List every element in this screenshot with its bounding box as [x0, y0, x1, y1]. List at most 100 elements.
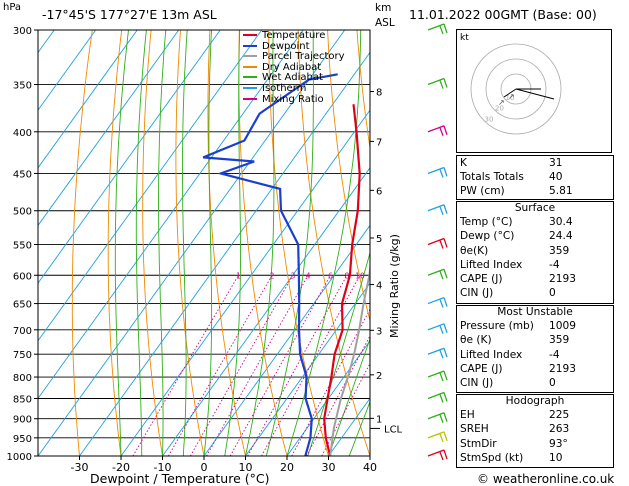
pressure-tick-label: 300: [13, 26, 32, 37]
hodograph-table-title: Hodograph: [505, 395, 565, 407]
wind-barb-shaft: [427, 449, 445, 457]
pressure-tick-label: 400: [13, 128, 32, 139]
isotherm: [38, 30, 346, 456]
temperature-tick-label: 30: [322, 461, 336, 474]
wind-barb-flag: [439, 206, 444, 215]
wet-adiabat: [114, 30, 129, 456]
row-label: θe (K): [460, 334, 492, 347]
wind-barb-flag: [439, 169, 444, 178]
mixing-ratio-line: [190, 275, 294, 456]
row-label: CAPE (J): [460, 272, 503, 285]
pressure-tick-label: 350: [13, 81, 32, 92]
most-unstable-table: Most Unstable Pressure (mb) 1009 θe (K) 359…: [456, 305, 614, 393]
wind-barb-shaft: [427, 370, 445, 378]
dry-adiabat: [622, 30, 629, 456]
mixing-ratio-line: [321, 362, 370, 456]
wind-barb-flag: [443, 370, 448, 381]
hodograph_table-row: SREH 263: [457, 423, 613, 437]
row-value: 1009: [549, 320, 576, 333]
row-label: EH: [460, 409, 475, 422]
legend-item: Dewpoint: [243, 41, 345, 53]
wind-barb-flag: [443, 297, 448, 307]
row-value: 0: [549, 287, 556, 300]
legend-item: Dry Adiabat: [243, 61, 345, 74]
hodograph_table-row: EH 225: [457, 409, 613, 423]
surface-row: CIN (J) 0: [457, 287, 613, 301]
legend-swatch: [243, 65, 257, 68]
wind-barb: [427, 347, 448, 359]
surface-title: Surface: [514, 202, 556, 214]
isotherm: [38, 30, 263, 342]
row-value: 10: [549, 451, 563, 464]
legend-label: Temperature: [262, 30, 326, 41]
most_unstable-row: Lifted Index -4: [457, 349, 613, 363]
isotherm: [79, 51, 370, 456]
index-row-k: K 31: [457, 157, 613, 171]
dry-adiabat: [142, 30, 163, 456]
wind-barb-shaft: [427, 77, 445, 86]
parcel-trajectory-line: [329, 261, 370, 456]
wind-barb-shaft: [427, 125, 445, 133]
wind-barb-flag: [439, 414, 444, 423]
surface-row: θe(K) 359: [457, 245, 613, 259]
hodograph-ring-label: 20: [495, 105, 504, 113]
wind-barb-flag: [439, 240, 444, 249]
wind-barb-shaft: [427, 296, 445, 305]
index-label: Totals Totals: [460, 171, 524, 184]
wind-barb-shaft: [427, 204, 445, 212]
row-label: CIN (J): [460, 287, 494, 300]
row-value: 93°: [549, 437, 568, 450]
legend-swatch: [243, 76, 257, 79]
wind-barb: [427, 23, 448, 35]
pressure-tick-label: 500: [13, 207, 32, 218]
legend-swatch: [243, 55, 257, 58]
row-value: 263: [549, 423, 570, 436]
dry-adiabat: [327, 30, 370, 323]
pressure-tick-label: 550: [13, 240, 32, 251]
wet-adiabat: [158, 30, 167, 456]
wind-barb-flag: [443, 167, 448, 177]
legend-label: Dry Adiabat: [262, 61, 322, 73]
hodograph_table-row: StmSpd (kt) 10: [457, 452, 613, 466]
wind-barb-flag: [443, 348, 448, 358]
wind-barb-shaft: [427, 347, 445, 355]
wind-barb: [427, 449, 448, 461]
wet-adiabat: [203, 30, 213, 456]
pressure-tick-label: 850: [13, 394, 32, 405]
wind-barb-flag: [439, 433, 444, 443]
row-label: CAPE (J): [460, 362, 503, 375]
isotherm: [162, 167, 370, 456]
wind-barb-flag: [439, 394, 444, 403]
wind-barb-shaft: [427, 237, 445, 246]
temperature-line: [323, 104, 361, 456]
pressure-tick-label: 450: [13, 169, 32, 180]
surface-row: Lifted Index -4: [457, 259, 613, 273]
hpa-axis-label: hPa: [3, 2, 22, 13]
temperature-tick-label: -20: [112, 461, 130, 474]
index-value: 5.81: [549, 185, 573, 198]
wind-barb-shaft: [427, 412, 445, 420]
wind-barb: [427, 323, 448, 335]
index-value: 40: [549, 171, 563, 184]
hodograph-ring: [470, 43, 562, 135]
surface-table: Surface Temp (°C) 30.4 Dewp (°C) 24.4 θe(K) 3…: [456, 201, 614, 304]
wind-barb: [427, 296, 448, 308]
row-value: 359: [549, 244, 570, 257]
wind-barb-flag: [443, 431, 448, 442]
wind-barb: [427, 204, 448, 215]
row-label: Temp (°C): [460, 216, 513, 229]
dry-adiabat: [297, 30, 370, 456]
wind-barb-flag: [443, 125, 448, 135]
wind-barb-flag: [443, 204, 448, 214]
isotherm: [38, 30, 221, 284]
row-value: -4: [549, 348, 560, 361]
wet-adiabat: [307, 250, 370, 456]
isotherm: [38, 30, 138, 169]
wind-barb-shaft: [427, 166, 445, 175]
wind-barb-flag: [439, 349, 444, 359]
wind-barb-flag: [439, 25, 444, 35]
mixing-ratio-line: [132, 275, 239, 456]
legend-swatch: [243, 44, 257, 47]
isotherm: [38, 30, 97, 111]
